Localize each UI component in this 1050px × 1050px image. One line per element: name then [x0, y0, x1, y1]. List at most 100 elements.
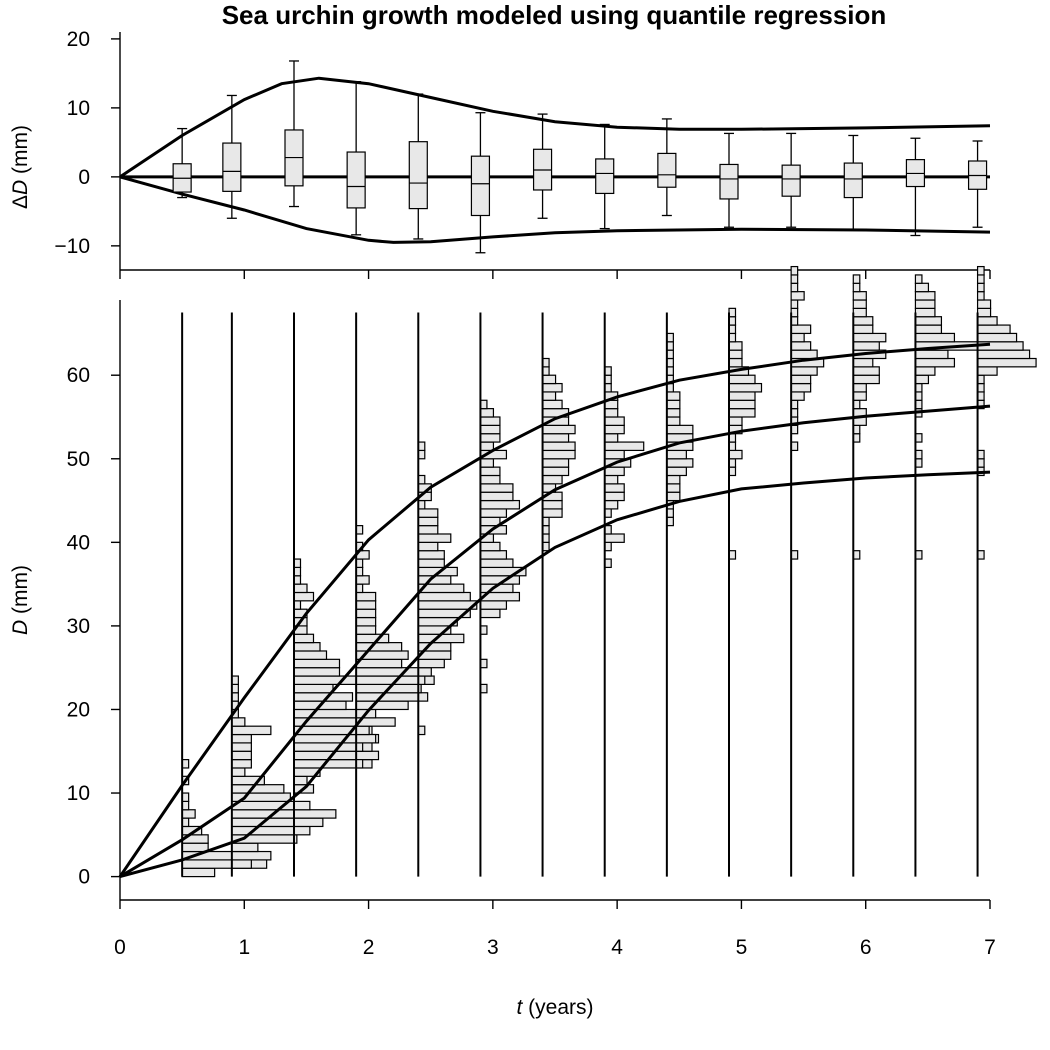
box	[222, 142, 242, 192]
histogram-bar	[976, 274, 985, 284]
histogram-bar	[181, 859, 268, 869]
lower-quantile-curve	[119, 175, 991, 244]
histogram-bar	[790, 324, 812, 335]
histogram-bar	[541, 466, 570, 477]
histogram-bar	[541, 382, 563, 393]
histogram-bar	[852, 374, 880, 385]
histogram-bar	[976, 307, 992, 318]
histogram-bar	[914, 299, 936, 309]
histogram-bar	[666, 449, 687, 460]
histogram-bar	[417, 516, 439, 527]
quantile-curve	[119, 470, 991, 879]
histogram-bar	[417, 667, 432, 677]
y-tick-label: 50	[67, 448, 90, 471]
histogram-bar	[355, 633, 390, 644]
histogram-bar	[479, 600, 508, 610]
histogram-bar	[728, 382, 763, 393]
histogram-bar	[728, 399, 756, 410]
histogram-bar	[181, 842, 209, 853]
histogram-bar	[976, 357, 1037, 368]
bottom-panel: 0 1 2 3 4 5 6 7 0 10 20 30 40 50 60 D (mm) t (years)	[9, 265, 1037, 1019]
box-plot	[595, 123, 615, 230]
histogram-bar	[604, 449, 625, 460]
histogram-bar	[852, 324, 874, 335]
histogram-bar	[914, 332, 956, 343]
top-y-tick-label: 10	[67, 97, 90, 120]
quantile-curve	[119, 404, 991, 878]
histogram-bar	[728, 416, 743, 426]
histogram-bar	[604, 533, 625, 543]
histogram-bar	[914, 307, 936, 318]
histogram-bar	[293, 675, 360, 686]
histogram-bar	[417, 508, 439, 518]
histogram-bar	[231, 859, 252, 869]
box-plot	[843, 134, 863, 231]
bottom-y-axis-label: D (mm)	[9, 565, 32, 635]
histogram-bar	[355, 725, 370, 736]
top-y-tick-label: −10	[54, 235, 90, 258]
histogram-bar	[914, 374, 930, 385]
histogram-bar	[181, 867, 216, 878]
histogram-bar	[181, 809, 196, 819]
histogram-bar	[417, 558, 445, 569]
histogram	[976, 265, 1037, 877]
histogram-bar	[790, 291, 805, 301]
histogram-bar	[231, 850, 272, 861]
histogram-bar	[666, 399, 681, 410]
histogram-bar	[852, 341, 880, 351]
histogram-bar	[479, 550, 508, 560]
histogram-bar	[790, 366, 818, 376]
histogram-bar	[728, 449, 743, 460]
histogram-bar	[355, 608, 377, 619]
histogram-bar	[976, 316, 998, 326]
histogram-bar	[604, 424, 625, 435]
histogram-bar	[790, 382, 812, 393]
histogram-bar	[541, 391, 557, 401]
box	[346, 151, 366, 209]
box	[719, 163, 739, 200]
histogram-bar	[479, 458, 495, 468]
histogram	[181, 312, 268, 878]
histogram-bar	[914, 316, 943, 326]
histogram-bar	[293, 775, 308, 786]
histogram-bar	[293, 750, 380, 761]
histogram-bar	[666, 483, 681, 493]
histogram-bar	[604, 441, 645, 452]
bottom-panel-y-ticks: 0 10 20 30 40 50 60	[67, 364, 120, 889]
histogram-bar	[666, 408, 681, 418]
histogram-bar	[976, 324, 1011, 335]
histogram-bar	[479, 416, 501, 426]
histogram-bar	[231, 800, 311, 811]
histogram-bar	[479, 424, 501, 435]
histogram-bar	[541, 449, 576, 460]
y-tick-label: 60	[67, 364, 90, 387]
histogram-bar	[790, 265, 799, 276]
upper-quantile-curve	[119, 76, 991, 179]
histogram	[417, 312, 478, 877]
histogram-bar	[852, 307, 867, 318]
histogram-bar	[417, 533, 452, 543]
histogram-bar	[914, 324, 943, 335]
histogram-bar	[355, 658, 403, 669]
histogram-bar	[852, 299, 867, 309]
histogram-bar	[852, 332, 887, 343]
histogram-bar	[231, 842, 259, 853]
histogram-bar	[479, 499, 521, 510]
histogram-bar	[728, 349, 743, 360]
x-axis-label: t (years)	[516, 996, 593, 1019]
box	[470, 155, 491, 217]
histogram-bar	[604, 416, 625, 426]
histogram-bar	[852, 274, 861, 284]
histogram-bar	[914, 349, 949, 360]
histogram-bar	[231, 767, 246, 777]
histogram-bar	[231, 717, 246, 727]
histogram-bar	[479, 508, 508, 518]
histogram-bar	[790, 349, 818, 360]
histogram-bar	[479, 491, 514, 502]
histogram-bar	[604, 408, 619, 418]
histogram-bar	[604, 491, 625, 502]
histogram	[603, 312, 645, 877]
histogram-bar	[852, 382, 867, 393]
chart-title: Sea urchin growth modeled using quantile…	[222, 0, 887, 30]
histogram-bar	[666, 416, 681, 426]
